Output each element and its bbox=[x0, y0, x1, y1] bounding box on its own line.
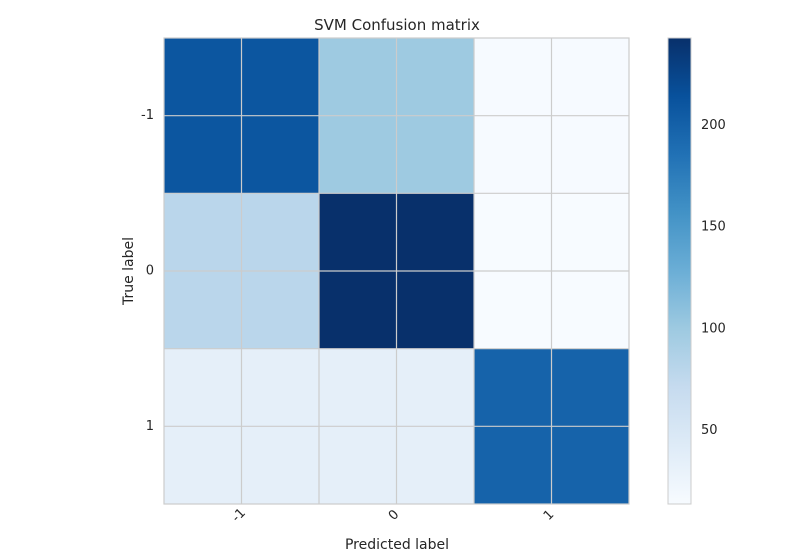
x-tick-label: 1 bbox=[541, 507, 557, 523]
gridlines bbox=[164, 38, 629, 504]
plot-frame bbox=[163, 37, 630, 505]
colorbar-tick-label: 150 bbox=[701, 220, 726, 235]
chart-title: SVM Confusion matrix bbox=[314, 16, 480, 34]
x-axis-label: Predicted label bbox=[345, 537, 449, 550]
y-axis-label: True label bbox=[121, 237, 137, 306]
y-tick-labels: -1 0 1 bbox=[141, 108, 154, 434]
y-tick-label: 0 bbox=[146, 264, 154, 279]
colorbar-tick-label: 100 bbox=[701, 321, 726, 336]
x-tick-label: 0 bbox=[386, 507, 402, 523]
colorbar-tick-label: 200 bbox=[701, 118, 726, 133]
y-tick-label: -1 bbox=[141, 108, 154, 123]
colorbar-ticks: 50 100 150 200 bbox=[701, 118, 726, 438]
colorbar bbox=[667, 37, 692, 505]
x-tick-label: -1 bbox=[229, 506, 249, 526]
y-tick-label: 1 bbox=[146, 419, 154, 434]
colorbar-tick-label: 50 bbox=[701, 423, 718, 438]
x-tick-labels: -1 0 1 bbox=[229, 506, 557, 526]
